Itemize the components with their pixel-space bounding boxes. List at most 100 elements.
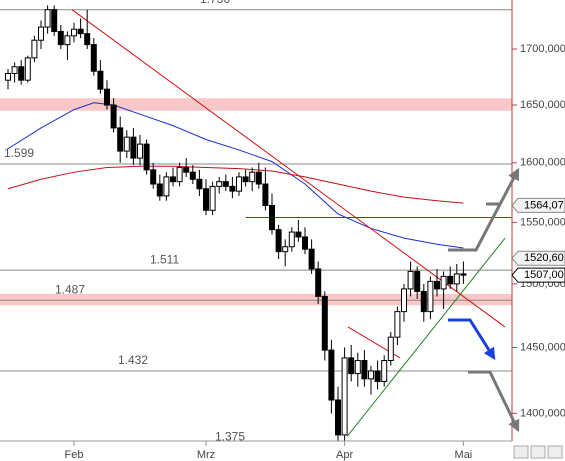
candle-body xyxy=(453,273,460,285)
candle-body xyxy=(189,171,196,180)
candle-body xyxy=(321,295,328,351)
candle-body xyxy=(196,178,203,190)
candle-body xyxy=(348,357,355,375)
candle-body xyxy=(216,181,223,187)
candle-body xyxy=(434,280,440,290)
candle-body xyxy=(341,357,348,436)
candle-body xyxy=(242,176,249,183)
candle-body xyxy=(123,136,130,152)
candle-body xyxy=(64,35,71,46)
scenario-arrow xyxy=(468,370,520,433)
candle-body xyxy=(420,290,427,313)
candle-body xyxy=(97,70,104,90)
level-label: 1.599 xyxy=(4,146,34,160)
candle-body xyxy=(18,66,25,81)
zone xyxy=(0,98,512,111)
zone xyxy=(0,293,512,306)
plot-area: 1.736 1.599 1.511 1.487 1.432 1.375 xyxy=(0,0,512,443)
candle-body xyxy=(150,169,157,185)
candle-body xyxy=(427,280,434,313)
candle-body xyxy=(31,39,38,59)
axes: 1400,0001450,0001500,0001550,0001600,000… xyxy=(65,0,565,461)
candle-body xyxy=(335,399,341,436)
candle-body xyxy=(84,33,91,46)
y-tick-label: 1550,000 xyxy=(520,216,565,228)
scenario-arrow xyxy=(448,318,496,361)
candle-body xyxy=(328,349,335,401)
candle-body xyxy=(282,246,289,253)
candle-body xyxy=(24,57,31,81)
candle-body xyxy=(249,171,256,183)
candle-body xyxy=(288,231,295,248)
candle-body xyxy=(143,143,150,171)
candle-body xyxy=(374,370,381,382)
candle-body xyxy=(51,9,58,32)
candle-body xyxy=(104,88,110,106)
candle-body xyxy=(229,185,236,192)
candle-body xyxy=(110,104,117,129)
zoom-button[interactable] xyxy=(513,445,529,459)
level-label: 1.432 xyxy=(118,353,148,367)
y-tick-label: 1600,000 xyxy=(520,157,565,169)
candle-body xyxy=(255,171,262,185)
candle-body xyxy=(387,336,394,361)
x-tick-label: Mrz xyxy=(197,449,215,461)
candle-body xyxy=(38,26,44,41)
candle-body xyxy=(170,176,176,183)
candle-body xyxy=(295,231,302,238)
x-tick-label: Feb xyxy=(65,449,84,461)
price-tag-label: 1520,60 xyxy=(524,252,564,264)
candle-body xyxy=(203,188,209,211)
candle-body xyxy=(57,30,64,46)
candle-body xyxy=(11,66,18,74)
level-label: 1.511 xyxy=(150,252,179,266)
candle-body xyxy=(315,268,322,297)
candle-body xyxy=(44,9,51,28)
candle-body xyxy=(183,166,190,173)
trendline xyxy=(346,237,506,437)
price-tag xyxy=(511,250,565,266)
zoom-button[interactable] xyxy=(547,445,563,459)
candle-body xyxy=(262,183,269,206)
candle-body xyxy=(354,359,361,375)
candle-body xyxy=(394,311,401,338)
x-tick-label: Mai xyxy=(455,449,473,461)
candle-body xyxy=(302,236,308,250)
candle-body xyxy=(130,136,137,159)
level-label: 1.375 xyxy=(215,429,245,443)
candle-body xyxy=(368,370,374,380)
candle-body xyxy=(308,248,315,270)
candle-body xyxy=(269,204,275,231)
candle-body xyxy=(163,176,170,197)
candle-body xyxy=(77,28,84,35)
candle-body xyxy=(156,183,163,197)
level-label: 1.487 xyxy=(55,282,85,296)
price-tag-label: 1507,00 xyxy=(524,269,564,281)
x-tick-label: Apr xyxy=(336,449,353,461)
moving-average xyxy=(7,165,464,204)
price-tag xyxy=(511,267,565,283)
candle-body xyxy=(401,288,407,313)
candle-body xyxy=(236,176,242,192)
candle-body xyxy=(447,275,454,285)
y-tick-label: 1450,000 xyxy=(520,341,565,353)
moving-average xyxy=(7,102,464,249)
candle-body xyxy=(361,359,368,380)
candle-body xyxy=(381,359,388,382)
candle-body xyxy=(407,270,414,290)
candle-body xyxy=(460,273,467,276)
y-tick-label: 1700,000 xyxy=(520,43,565,55)
candle-body xyxy=(90,44,97,72)
candle-body xyxy=(440,275,447,290)
price-tag xyxy=(511,197,565,213)
candle-body xyxy=(71,28,77,37)
zoom-button[interactable] xyxy=(530,445,546,459)
candle-body xyxy=(137,143,143,159)
candle-body xyxy=(209,185,216,211)
trendline xyxy=(71,9,506,328)
candle-body xyxy=(414,270,421,292)
candle-body xyxy=(5,72,11,81)
y-tick-label: 1750,000 xyxy=(520,0,565,1)
